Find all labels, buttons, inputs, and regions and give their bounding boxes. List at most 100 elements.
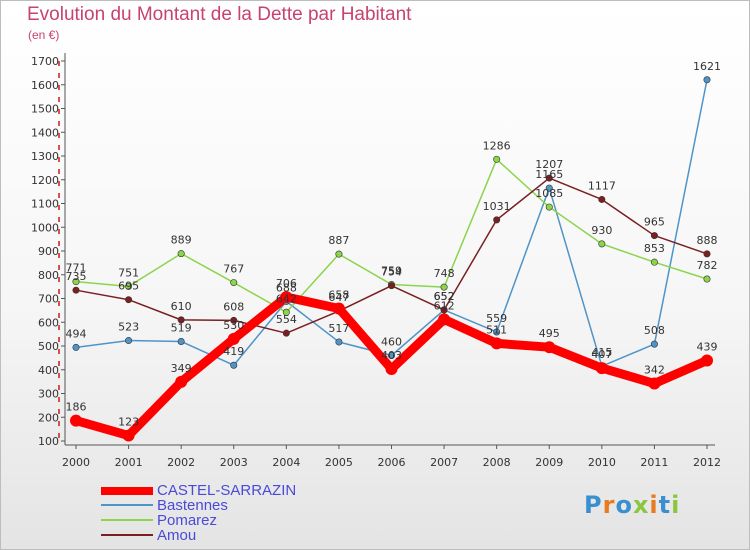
- data-point: [385, 363, 398, 376]
- data-point: [650, 232, 658, 240]
- data-label: 695: [118, 280, 139, 293]
- data-point: [230, 316, 238, 324]
- data-point: [177, 337, 185, 345]
- data-label: 554: [276, 313, 297, 326]
- data-label: 748: [434, 267, 455, 280]
- x-tick-label: 2008: [483, 456, 511, 469]
- data-label: 1085: [535, 187, 563, 200]
- y-tick-label: 400: [38, 364, 59, 377]
- y-tick-label: 1500: [31, 103, 59, 116]
- data-point: [598, 240, 606, 248]
- data-label: 1031: [483, 200, 511, 213]
- data-label: 186: [66, 401, 87, 414]
- x-tick-label: 2007: [430, 456, 458, 469]
- x-tick-label: 2006: [378, 456, 406, 469]
- data-point: [177, 316, 185, 324]
- data-point: [493, 155, 501, 163]
- x-tick-label: 2001: [115, 456, 143, 469]
- logo-letter: t: [658, 491, 672, 519]
- data-label: 612: [434, 299, 455, 312]
- data-label: 1621: [693, 60, 721, 73]
- y-tick-label: 1700: [31, 55, 59, 68]
- chart-axes: 100 200 300 400 500 600 700 800 900 1000 1100 1200 1…: [31, 53, 721, 469]
- y-tick-label: 1400: [31, 126, 59, 139]
- legend-swatch: [101, 519, 153, 521]
- data-point: [703, 76, 711, 84]
- data-point: [125, 337, 133, 345]
- data-point: [545, 184, 553, 192]
- data-point: [703, 275, 711, 283]
- y-tick-label: 100: [38, 435, 59, 448]
- data-point: [648, 377, 661, 390]
- data-point: [282, 329, 290, 337]
- data-label: 511: [486, 323, 507, 336]
- data-label: 517: [328, 322, 349, 335]
- y-tick-label: 1100: [31, 198, 59, 211]
- data-label: 706: [276, 277, 297, 290]
- data-point: [72, 278, 80, 286]
- x-tick-label: 2002: [167, 456, 195, 469]
- data-point: [72, 286, 80, 294]
- y-tick-label: 1600: [31, 79, 59, 92]
- data-point: [282, 308, 290, 316]
- x-tick-label: 2000: [62, 456, 90, 469]
- data-label: 889: [171, 234, 192, 247]
- data-label: 342: [644, 364, 665, 377]
- logo-letter: i: [649, 491, 659, 519]
- data-label: 439: [697, 340, 718, 353]
- x-tick-label: 2012: [693, 456, 721, 469]
- series-labels: 494 523 519 419 688 517 460 652 559 1165 415 508 162…: [66, 60, 722, 429]
- logo-letter: x: [632, 491, 650, 519]
- y-tick-label: 600: [38, 316, 59, 329]
- proxiti-logo: Proxiti: [584, 491, 680, 519]
- data-label: 123: [118, 416, 139, 429]
- data-label: 853: [644, 242, 665, 255]
- logo-letter: P: [584, 491, 603, 519]
- data-point: [387, 282, 395, 290]
- data-point: [230, 361, 238, 369]
- data-label: 403: [381, 349, 402, 362]
- data-point: [438, 313, 451, 326]
- data-label: 888: [697, 234, 718, 247]
- data-label: 930: [591, 224, 612, 237]
- y-tick-label: 700: [38, 293, 59, 306]
- data-label: 1117: [588, 179, 616, 192]
- y-tick-label: 900: [38, 245, 59, 258]
- y-tick-label: 1300: [31, 150, 59, 163]
- data-label: 658: [328, 288, 349, 301]
- data-point: [493, 328, 501, 336]
- legend-swatch: [101, 504, 153, 506]
- data-point: [545, 203, 553, 211]
- series-lines: [71, 79, 712, 441]
- data-point: [493, 216, 501, 224]
- x-tick-label: 2004: [272, 456, 300, 469]
- data-label: 965: [644, 216, 665, 229]
- data-label: 530: [223, 319, 244, 332]
- data-label: 751: [118, 266, 139, 279]
- data-label: 754: [381, 266, 402, 279]
- data-point: [703, 250, 711, 258]
- x-tick-label: 2003: [220, 456, 248, 469]
- data-point: [440, 283, 448, 291]
- data-label: 494: [66, 327, 87, 340]
- data-label: 652: [434, 290, 455, 303]
- data-point: [70, 414, 82, 427]
- chart-title: Evolution du Montant de la Dette par Hab…: [27, 4, 412, 25]
- data-label: 771: [66, 262, 87, 275]
- x-tick-label: 2010: [588, 456, 616, 469]
- data-label: 415: [591, 346, 612, 359]
- data-point: [122, 429, 135, 442]
- data-point: [650, 258, 658, 266]
- data-label: 642: [276, 292, 297, 305]
- data-label: 559: [486, 312, 507, 325]
- data-point: [335, 250, 343, 258]
- legend-label: Amou: [157, 527, 197, 544]
- chart-subtitle: (en €): [28, 28, 60, 42]
- x-tick-label: 2009: [535, 456, 563, 469]
- data-label: 610: [171, 300, 192, 313]
- data-point: [230, 279, 238, 287]
- legend-swatch: [101, 487, 153, 495]
- data-label: 508: [644, 324, 665, 337]
- data-label: 1286: [483, 139, 511, 152]
